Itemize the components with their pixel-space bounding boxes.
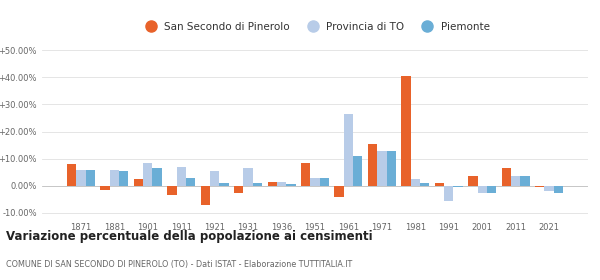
Bar <box>210 171 220 186</box>
Bar <box>502 168 511 186</box>
Bar <box>286 185 296 186</box>
Bar <box>487 186 496 193</box>
Bar <box>554 186 563 193</box>
Bar <box>176 167 186 186</box>
Bar <box>353 156 362 186</box>
Bar <box>167 186 176 195</box>
Bar <box>401 76 410 186</box>
Text: Variazione percentuale della popolazione ai censimenti: Variazione percentuale della popolazione… <box>6 230 373 242</box>
Bar <box>220 183 229 186</box>
Bar <box>200 186 210 205</box>
Legend: San Secondo di Pinerolo, Provincia di TO, Piemonte: San Secondo di Pinerolo, Provincia di TO… <box>136 18 494 36</box>
Bar <box>334 186 344 197</box>
Bar <box>110 170 119 186</box>
Bar <box>520 176 530 186</box>
Bar <box>234 186 244 193</box>
Bar <box>511 176 520 186</box>
Bar <box>420 183 430 186</box>
Bar <box>377 151 386 186</box>
Bar <box>67 164 76 186</box>
Bar <box>244 168 253 186</box>
Bar <box>535 186 544 187</box>
Bar <box>152 168 162 186</box>
Bar <box>86 170 95 186</box>
Bar <box>410 179 420 186</box>
Bar <box>310 178 320 186</box>
Bar <box>544 186 554 191</box>
Bar <box>320 178 329 186</box>
Bar <box>134 179 143 186</box>
Bar <box>268 182 277 186</box>
Bar <box>186 178 195 186</box>
Bar <box>478 186 487 193</box>
Bar <box>100 186 110 190</box>
Bar <box>435 183 444 186</box>
Bar <box>444 186 454 201</box>
Bar <box>253 183 262 186</box>
Bar <box>301 163 310 186</box>
Bar <box>344 114 353 186</box>
Text: COMUNE DI SAN SECONDO DI PINEROLO (TO) - Dati ISTAT - Elaborazione TUTTITALIA.IT: COMUNE DI SAN SECONDO DI PINEROLO (TO) -… <box>6 260 352 269</box>
Bar <box>119 171 128 186</box>
Bar <box>386 151 396 186</box>
Bar <box>468 176 478 186</box>
Bar <box>76 170 86 186</box>
Bar <box>143 163 152 186</box>
Bar <box>368 144 377 186</box>
Bar <box>277 182 286 186</box>
Bar <box>454 186 463 187</box>
